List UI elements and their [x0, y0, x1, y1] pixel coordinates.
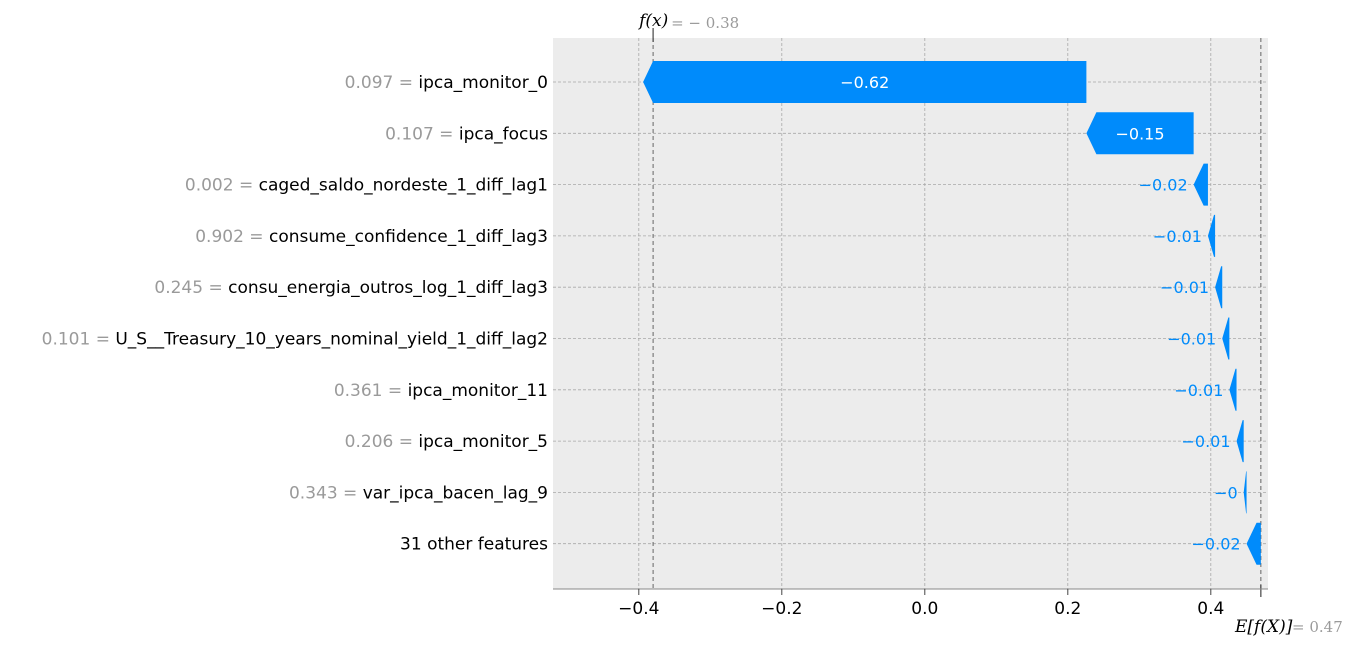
- feature-value: 0.361 =: [334, 381, 408, 401]
- feature-name: ipca_focus: [459, 124, 548, 144]
- feature-label: 0.206 = ipca_monitor_5: [345, 432, 548, 452]
- waterfall-bar: [1086, 112, 1194, 155]
- feature-name: var_ipca_bacen_lag_9: [363, 483, 548, 503]
- feature-label: 0.002 = caged_saldo_nordeste_1_diff_lag1: [185, 176, 548, 196]
- bar-value-label: −0.02: [1139, 176, 1188, 195]
- feature-name: ipca_monitor_5: [418, 432, 548, 452]
- x-axis: −0.4 −0.2 0.0 0.2 0.4: [553, 588, 1268, 619]
- feature-name: U_S__Treasury_10_years_nominal_yield_1_d…: [115, 330, 548, 350]
- feature-label: 0.101 = U_S__Treasury_10_years_nominal_y…: [42, 330, 548, 350]
- feature-value: 0.902 =: [195, 227, 269, 247]
- bar-value-label: −0.15: [1115, 124, 1164, 143]
- x-tick-label: −0.4: [618, 599, 659, 619]
- feature-labels: 0.097 = ipca_monitor_0 0.107 = ipca_focus…: [42, 73, 549, 555]
- feature-value: 0.245 =: [154, 278, 228, 298]
- feature-label: 0.097 = ipca_monitor_0: [345, 73, 548, 93]
- bar-value-label: −0.62: [840, 73, 889, 92]
- feature-name: consume_confidence_1_diff_lag3: [269, 227, 548, 247]
- waterfall-bar: [1215, 266, 1223, 309]
- x-tick-label: 0.4: [1197, 599, 1224, 619]
- feature-value: 0.101 =: [42, 330, 116, 350]
- feature-value: 0.206 =: [345, 432, 419, 452]
- feature-value: 0.343 =: [289, 483, 363, 503]
- feature-label: 31 other features: [400, 535, 548, 555]
- feature-value: 0.002 =: [185, 176, 259, 196]
- feature-value: 0.097 =: [345, 73, 419, 93]
- base-value-label: E[f(X)]: [1234, 617, 1293, 637]
- waterfall-bar: [1222, 317, 1230, 360]
- bar-value-label: −0.01: [1167, 330, 1216, 349]
- feature-label: 0.343 = var_ipca_bacen_lag_9: [289, 483, 548, 503]
- waterfall-bar: [1243, 471, 1247, 514]
- waterfall-bar: [643, 61, 1087, 103]
- waterfall-bar: [1193, 163, 1208, 206]
- bar-value-label: −0.01: [1160, 278, 1209, 297]
- bar-value-label: −0: [1214, 483, 1238, 502]
- feature-label: 0.107 = ipca_focus: [385, 124, 548, 144]
- waterfall-bar: [1236, 420, 1244, 463]
- feature-name: 31 other features: [400, 535, 548, 555]
- x-tick-label: 0.2: [1054, 599, 1081, 619]
- bar-value-label: −0.01: [1174, 381, 1223, 400]
- waterfall-bar: [1246, 522, 1261, 565]
- x-tick-label: 0.0: [911, 599, 938, 619]
- annotations: f(x) = − 0.38 E[f(X)] = 0.47: [637, 11, 1343, 637]
- feature-label: 0.902 = consume_confidence_1_diff_lag3: [195, 227, 548, 247]
- waterfall-bar: [1229, 368, 1237, 411]
- bars: −0.62 −0.15 −0.02 −0.01 −0.01 −0.01 −0.01 −0.01…: [643, 61, 1261, 565]
- feature-value: 0.107 =: [385, 124, 459, 144]
- base-value-text: = 0.47: [1292, 618, 1343, 636]
- output-value-label: f(x): [637, 11, 668, 31]
- feature-label: 0.245 = consu_energia_outros_log_1_diff_…: [154, 278, 548, 298]
- grid-lines: [553, 38, 1268, 589]
- waterfall-bar: [1207, 214, 1216, 257]
- feature-name: ipca_monitor_11: [408, 381, 548, 401]
- output-value-text: = − 0.38: [671, 14, 739, 32]
- x-tick-label: −0.2: [761, 599, 802, 619]
- feature-name: ipca_monitor_0: [418, 73, 548, 93]
- bar-value-label: −0.02: [1192, 535, 1241, 554]
- reference-lines: [652, 28, 1262, 597]
- feature-name: consu_energia_outros_log_1_diff_lag3: [228, 278, 548, 298]
- bar-value-label: −0.01: [1182, 432, 1231, 451]
- feature-name: caged_saldo_nordeste_1_diff_lag1: [259, 176, 548, 196]
- bar-value-label: −0.01: [1153, 227, 1202, 246]
- feature-label: 0.361 = ipca_monitor_11: [334, 381, 548, 401]
